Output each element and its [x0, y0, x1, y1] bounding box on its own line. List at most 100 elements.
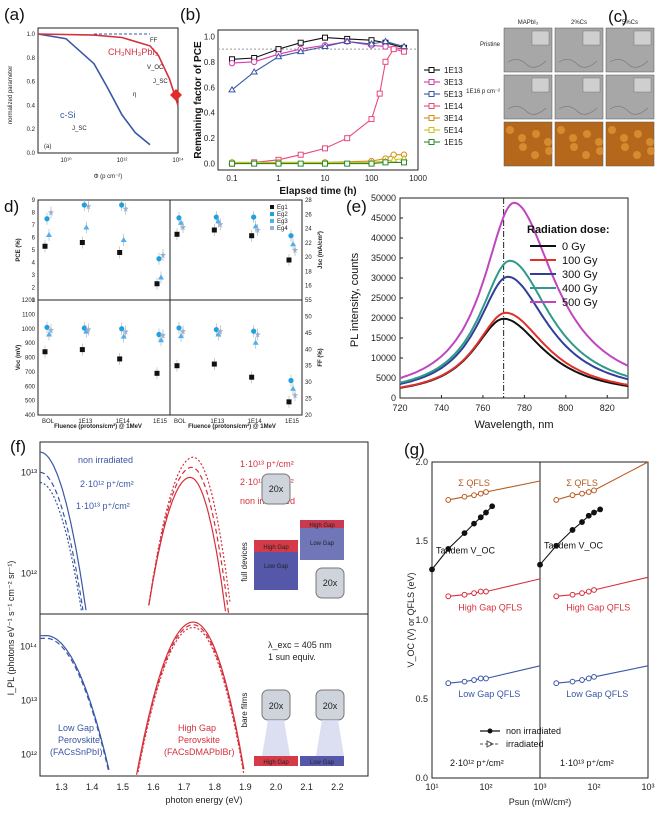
d-point [154, 370, 160, 376]
panel-g-xlabel: Psun (mW/cm²) [509, 797, 572, 807]
f-top-blue-0 [39, 451, 87, 611]
d-point [42, 243, 48, 249]
d-ytick: 30 [305, 380, 312, 386]
b-point [228, 85, 236, 93]
f-bot-ytick: 10¹³ [21, 695, 37, 705]
d-point [120, 333, 127, 339]
d-point [46, 232, 52, 237]
g-point [597, 506, 604, 513]
b-ytick: 0.0 [204, 160, 216, 169]
d-ytick: 26 [305, 212, 312, 218]
g-ytick: 0.5 [415, 694, 428, 704]
e-xtick: 800 [558, 403, 573, 413]
c-inset [582, 77, 601, 93]
c-grain [634, 130, 642, 138]
c-row-0: Pristine [480, 42, 501, 48]
c-grain [609, 59, 649, 68]
d-point [292, 392, 298, 399]
a-series-c-Si [37, 33, 151, 146]
d-point [81, 325, 87, 331]
d-ytick: 1200 [22, 298, 36, 304]
d-ytick: 2 [32, 286, 36, 292]
d-xtick: 1E15 [285, 419, 300, 425]
d-point [83, 224, 90, 230]
b-legend-marker [428, 103, 435, 109]
b-legend-5E13: 5E13 [444, 90, 463, 99]
f-xtick: 1.4 [86, 782, 99, 792]
d-xtick: 1E13 [78, 419, 93, 425]
e-legend-400 Gy: 400 Gy [562, 283, 598, 295]
panel-f: (f) 1.3 1.4 1.5 1.6 1.7 1.8 1.9 2.0 2.1 2.2 10¹² 10… [6, 437, 369, 805]
e-xtick: 780 [517, 403, 532, 413]
panel-f-ylabel: I_PL (photons eV⁻¹ s⁻¹ cm⁻² sr⁻¹) [6, 561, 16, 696]
g-point [471, 590, 477, 597]
b-point [382, 58, 389, 65]
d-ytick: 500 [25, 399, 36, 405]
g-xtick: 10¹ [425, 782, 438, 792]
f-label-highgap-formula: (FACsDMAPbIBr) [164, 747, 235, 757]
f-bot-ytick: 10¹² [21, 749, 37, 759]
d-point [288, 233, 294, 239]
c-grain [507, 59, 547, 68]
d-xtick: BOL [42, 419, 55, 425]
d-point [122, 328, 129, 335]
g-left-title: 2·10¹² p⁺/cm² [450, 758, 504, 768]
panel-b-xlabel: Elapsed time (h) [279, 186, 356, 197]
f-bot-red-0 [136, 621, 245, 775]
d-point [290, 385, 296, 391]
c-grain [620, 134, 628, 142]
g-point [591, 487, 597, 494]
d-point [251, 214, 257, 220]
c-grain [609, 106, 649, 115]
a-xtick: 10¹⁰ [60, 157, 72, 164]
f-xtick: 1.6 [147, 782, 160, 792]
f-label-1e13-red: 1·10¹³ p⁺/cm² [240, 459, 294, 469]
panel-a-xlabel: Φ (p cm⁻²) [94, 174, 123, 180]
d-point [211, 361, 217, 367]
d-ytick: 28 [305, 198, 312, 204]
f-side-bare-films: bare films [240, 693, 249, 728]
f-xtick: 1.8 [208, 782, 221, 792]
panel-g-ylabel: V_OC (V) or QFLS (eV) [406, 572, 416, 667]
d-point [81, 202, 87, 208]
d-point [178, 333, 184, 339]
f-xtick: 2.1 [300, 782, 313, 792]
g-point [569, 678, 576, 685]
panel-b-label: (b) [180, 5, 201, 24]
g-point [477, 588, 484, 595]
b-legend-marker [428, 115, 435, 121]
e-series-400 Gy [399, 259, 629, 384]
g-ytick: 2.0 [415, 457, 428, 467]
f-label-non-irr-blue: non irradiated [78, 455, 133, 465]
g-point [445, 680, 452, 687]
d-ytick: 16 [305, 284, 312, 290]
g-label-0-2: High Gap QFLS [458, 602, 522, 612]
d-point [252, 223, 259, 229]
d-point [174, 363, 180, 369]
c-image [503, 74, 553, 120]
g-right-title: 1·10¹³ p⁺/cm² [560, 758, 614, 768]
b-point [389, 155, 398, 163]
g-point [483, 675, 489, 682]
d-point [254, 227, 261, 233]
g-label-1-1: Tandem V_OC [544, 541, 604, 551]
f-top-red-0 [148, 476, 227, 612]
inset-lowgap-b: Low Gap [310, 541, 335, 547]
e-ytick: 5000 [376, 373, 396, 383]
f-top-ytick: 10¹³ [21, 467, 37, 477]
b-point [382, 159, 389, 166]
d-point [215, 331, 222, 337]
d-ylabel-1: Jsc (mA/cm²) [317, 231, 324, 269]
b-point [381, 37, 390, 44]
g-point [585, 512, 592, 519]
legend-title: Radiation dose: [527, 224, 610, 236]
panel-b: (b) 0.0 0.2 0.4 0.6 0.8 1.0 0.1 1 10 100 1000 Rem… [180, 5, 463, 197]
f-label-lowgap-formula: (FACsSnPbI) [50, 747, 103, 757]
d-point [158, 274, 164, 280]
d-point [292, 247, 298, 253]
d-legend-marker [270, 219, 274, 223]
e-ytick: 10000 [371, 353, 396, 363]
b-point [321, 34, 328, 41]
e-series-300 Gy [399, 275, 629, 385]
